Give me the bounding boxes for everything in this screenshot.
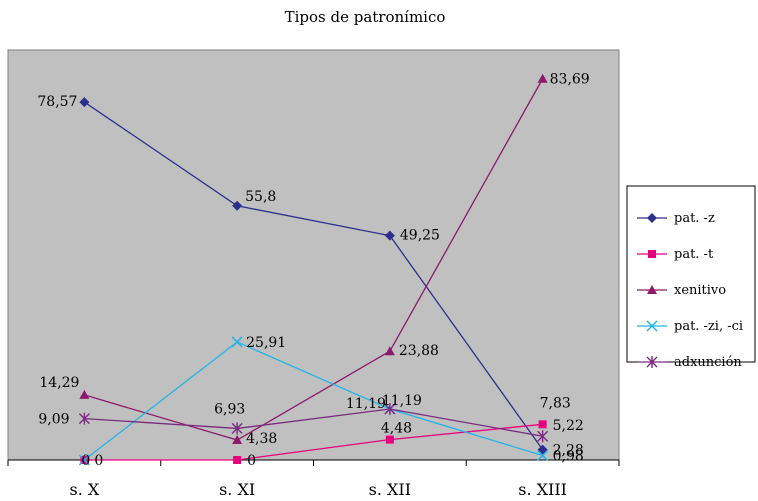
plot-area (7, 49, 620, 461)
legend-entry: adxunción (637, 355, 742, 370)
data-point (231, 422, 243, 435)
data-label: 0 (81, 453, 90, 469)
data-label: 25,91 (246, 335, 286, 351)
series-adxunci-n (78, 403, 549, 443)
data-label: 7,83 (540, 395, 571, 411)
x-tick-label: s. XII (369, 480, 411, 499)
data-label: 4,38 (246, 431, 277, 447)
data-point (78, 412, 90, 425)
data-point (232, 435, 243, 445)
legend-label: pat. -z (674, 211, 715, 226)
legend-label: adxunción (674, 355, 742, 370)
data-point (385, 435, 394, 444)
series-layer (78, 73, 549, 466)
x-tick-label: s. XIII (518, 480, 567, 499)
data-point (231, 336, 243, 348)
data-point (384, 403, 396, 416)
legend-label: pat. -t (674, 247, 714, 262)
data-label: 9,09 (38, 412, 69, 428)
data-point (233, 456, 242, 464)
data-label: 0 (94, 453, 103, 469)
x-axis: s. X s. XI s. XII s. XIII (7, 459, 620, 499)
x-tick-label: s. X (69, 480, 99, 499)
data-label: 55,8 (245, 189, 276, 205)
data-label: 5,22 (553, 418, 584, 434)
data-point (79, 97, 90, 108)
data-point (647, 285, 657, 294)
legend: pat. -z pat. -t xenitivo pat. -zi, -ci adxun… (626, 185, 756, 370)
data-point (232, 200, 243, 211)
data-point (79, 389, 90, 399)
data-point (538, 420, 547, 429)
data-label: 2,28 (553, 443, 584, 459)
series-line (83, 341, 543, 461)
legend-entry: pat. -z (637, 211, 715, 226)
legend-box (626, 185, 756, 363)
data-label: 14,29 (39, 375, 79, 391)
series-line (84, 101, 544, 450)
data-point (78, 454, 90, 466)
data-point (537, 73, 548, 83)
series-line (84, 408, 543, 437)
data-point (384, 346, 395, 356)
data-point (648, 250, 656, 258)
data-point (537, 450, 549, 462)
data-label: 49,25 (400, 228, 440, 244)
data-point (384, 230, 395, 241)
data-point (537, 430, 549, 443)
legend-entry: pat. -t (637, 247, 714, 262)
data-label: 11,19 (346, 396, 386, 412)
chart-title: Tipos de patronímico (285, 8, 446, 26)
data-label: 23,88 (399, 343, 439, 359)
legend-label: xenitivo (674, 283, 726, 298)
data-point (646, 320, 658, 332)
legend-entry: pat. -zi, -ci (637, 319, 743, 334)
series-line (84, 78, 544, 441)
data-label: 83,69 (550, 72, 590, 88)
legend-label: pat. -zi, -ci (674, 319, 743, 334)
legend-entry: xenitivo (637, 283, 726, 298)
data-label: 0,98 (553, 449, 584, 465)
x-tick-label: s. XI (219, 480, 255, 499)
data-label: 0 (247, 453, 256, 469)
data-point (647, 213, 657, 223)
data-label: 11,19 (382, 393, 422, 409)
data-point (646, 356, 658, 368)
data-label: 6,93 (214, 401, 245, 417)
data-label: 4,48 (381, 421, 412, 437)
series-xenitivo (79, 73, 548, 445)
data-label: 78,57 (37, 94, 77, 110)
